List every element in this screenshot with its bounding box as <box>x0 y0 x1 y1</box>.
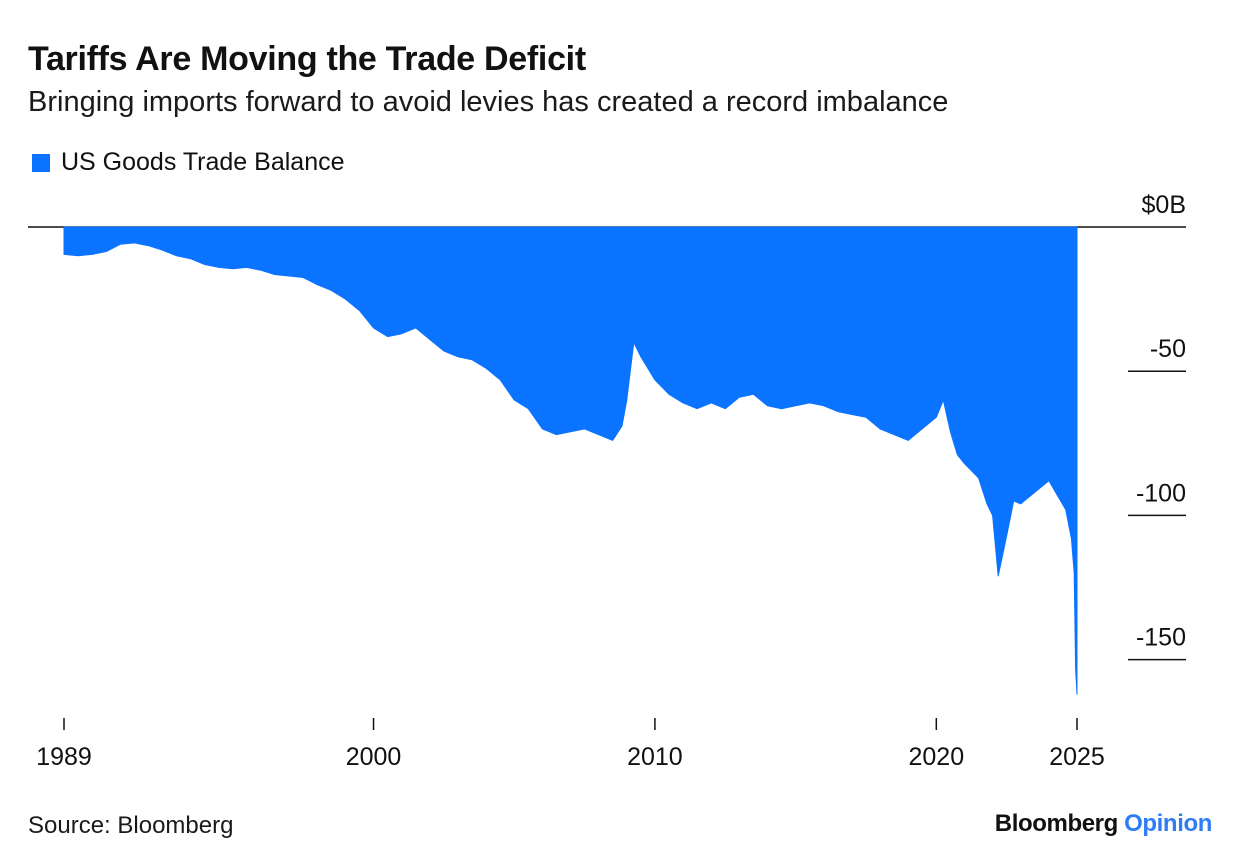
legend-swatch <box>32 153 50 172</box>
chart-subtitle: Bringing imports forward to avoid levies… <box>28 86 949 118</box>
x-tick-label: 2025 <box>1049 743 1105 771</box>
y-tick-label: -150 <box>1136 624 1186 652</box>
legend-label: US Goods Trade Balance <box>61 148 345 176</box>
series-area-us-goods-trade-balance <box>63 226 1078 695</box>
x-tick-label: 2010 <box>627 743 683 771</box>
source-note: Source: Bloomberg <box>28 812 234 839</box>
x-tick-label: 2000 <box>346 743 402 771</box>
brand-secondary: Opinion <box>1124 810 1212 837</box>
x-tick-label: 1989 <box>36 743 92 771</box>
chart-title: Tariffs Are Moving the Trade Deficit <box>28 40 586 78</box>
y-tick-label: -50 <box>1150 335 1186 363</box>
y-tick-label: $0B <box>1142 191 1186 219</box>
x-tick-label: 2020 <box>908 743 964 771</box>
chart-plot: $0B -50 -100 -150 1989 2000 2010 2020 2025 <box>28 191 1186 771</box>
brand-logo: Bloomberg Opinion <box>994 810 1213 838</box>
brand-primary: Bloomberg <box>994 810 1118 837</box>
y-tick-label: -100 <box>1136 479 1186 507</box>
legend: US Goods Trade Balance <box>32 148 345 177</box>
